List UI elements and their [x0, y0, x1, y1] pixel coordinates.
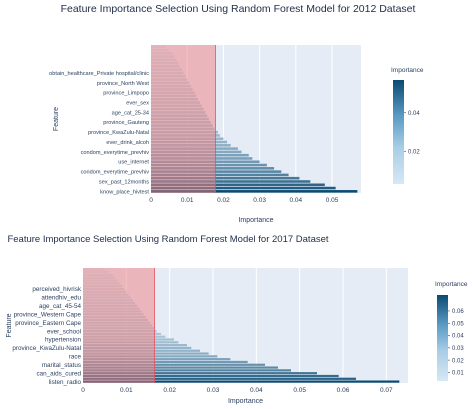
bar	[83, 369, 291, 372]
feature-label: ever_drink_alcoh	[106, 140, 149, 146]
bar	[151, 173, 289, 177]
y-axis-label: Feature	[53, 107, 60, 131]
feature-label: age_cat_45-54	[39, 303, 82, 310]
bar	[83, 377, 356, 380]
x-tick-label: 0.04	[289, 197, 302, 204]
bar	[151, 176, 300, 180]
y-axis-label: Feature	[6, 313, 13, 337]
colorbar-tick-label: 0.01	[452, 371, 464, 377]
bar	[151, 183, 325, 187]
feature-label: know_place_hivtest	[100, 189, 149, 195]
bar	[83, 380, 400, 383]
colorbar	[393, 80, 404, 184]
feature-label: ever_sex	[126, 101, 149, 107]
feature-label: obtain_healthcare_Private hospital/clini…	[49, 71, 149, 77]
feature-label: age_cat_25-34	[112, 110, 149, 116]
feature-label: province_Western Cape	[14, 311, 82, 318]
x-axis-label: Importance	[228, 398, 263, 405]
x-tick-label: 0	[81, 387, 85, 394]
feature-label: province_North West	[97, 81, 150, 87]
chart-title: Feature Importance Selection Using Rando…	[61, 3, 416, 15]
bar	[83, 363, 265, 366]
feature-label: condom_everytime_prevhiv	[81, 150, 150, 156]
feature-label: can_aids_cured	[37, 370, 82, 377]
bar	[83, 358, 231, 361]
feature-label: attendhiv_edu	[41, 295, 81, 302]
x-tick-label: 0.05	[293, 387, 306, 394]
x-tick-label: 0.04	[250, 387, 263, 394]
x-tick-label: 0.03	[253, 197, 266, 204]
bar	[151, 186, 336, 190]
feature-label: hypertension	[45, 337, 82, 344]
colorbar-tick-label: 0.04	[408, 111, 420, 117]
feature-label: perceived_hivrisk	[32, 286, 81, 293]
feature-label: listen_radio	[49, 379, 82, 386]
colorbar-tick-label: 0.02	[408, 149, 420, 155]
colorbar-tick-label: 0.05	[452, 321, 464, 327]
feature-label: province_Eastern Cape	[15, 320, 81, 327]
colorbar-tick-label: 0.02	[452, 358, 464, 364]
bar	[83, 374, 339, 378]
x-tick-label: 0.05	[326, 197, 339, 204]
chart-2017: Feature Importance Selection Using Rando…	[6, 234, 468, 405]
bar	[83, 360, 248, 364]
bar	[83, 372, 317, 375]
feature-label: province_KwaZulu-Natal	[88, 130, 149, 136]
bar	[151, 180, 311, 183]
colorbar-title: Importance	[435, 281, 468, 288]
feature-label: province_Gauteng	[103, 120, 149, 126]
colorbar-tick-label: 0.06	[452, 309, 464, 315]
x-tick-label: 0	[149, 197, 153, 204]
bar	[83, 366, 278, 369]
colorbar	[437, 295, 448, 381]
bar	[151, 170, 282, 173]
chart-title: Feature Importance Selection Using Rando…	[7, 234, 328, 245]
bar	[151, 190, 358, 193]
feature-label: use_internet	[118, 160, 149, 166]
feature-label: marital_status	[42, 362, 81, 369]
x-tick-label: 0.02	[217, 197, 230, 204]
feature-label: ever_school	[47, 328, 81, 335]
colorbar-title: Importance	[391, 67, 424, 74]
feature-label: province_KwaZulu-Natal	[12, 345, 81, 352]
x-axis-label: Importance	[238, 217, 273, 224]
x-tick-label: 0.01	[120, 387, 133, 394]
chart-2012: Feature Importance Selection Using Rando…	[49, 3, 424, 224]
feature-label: province_Limpopo	[103, 91, 149, 97]
colorbar-tick-label: 0.04	[452, 334, 464, 340]
x-tick-label: 0.06	[337, 387, 350, 394]
x-tick-label: 0.03	[207, 387, 220, 394]
feature-label: sex_past_12months	[99, 179, 149, 185]
x-tick-label: 0.02	[163, 387, 176, 394]
threshold-region	[83, 268, 155, 383]
feature-label: condom_everytime_prevhiv	[81, 170, 150, 176]
x-tick-label: 0.01	[181, 197, 194, 204]
feature-label: race	[69, 354, 82, 361]
threshold-region	[151, 45, 216, 193]
x-tick-label: 0.07	[380, 387, 393, 394]
colorbar-tick-label: 0.03	[452, 346, 464, 352]
